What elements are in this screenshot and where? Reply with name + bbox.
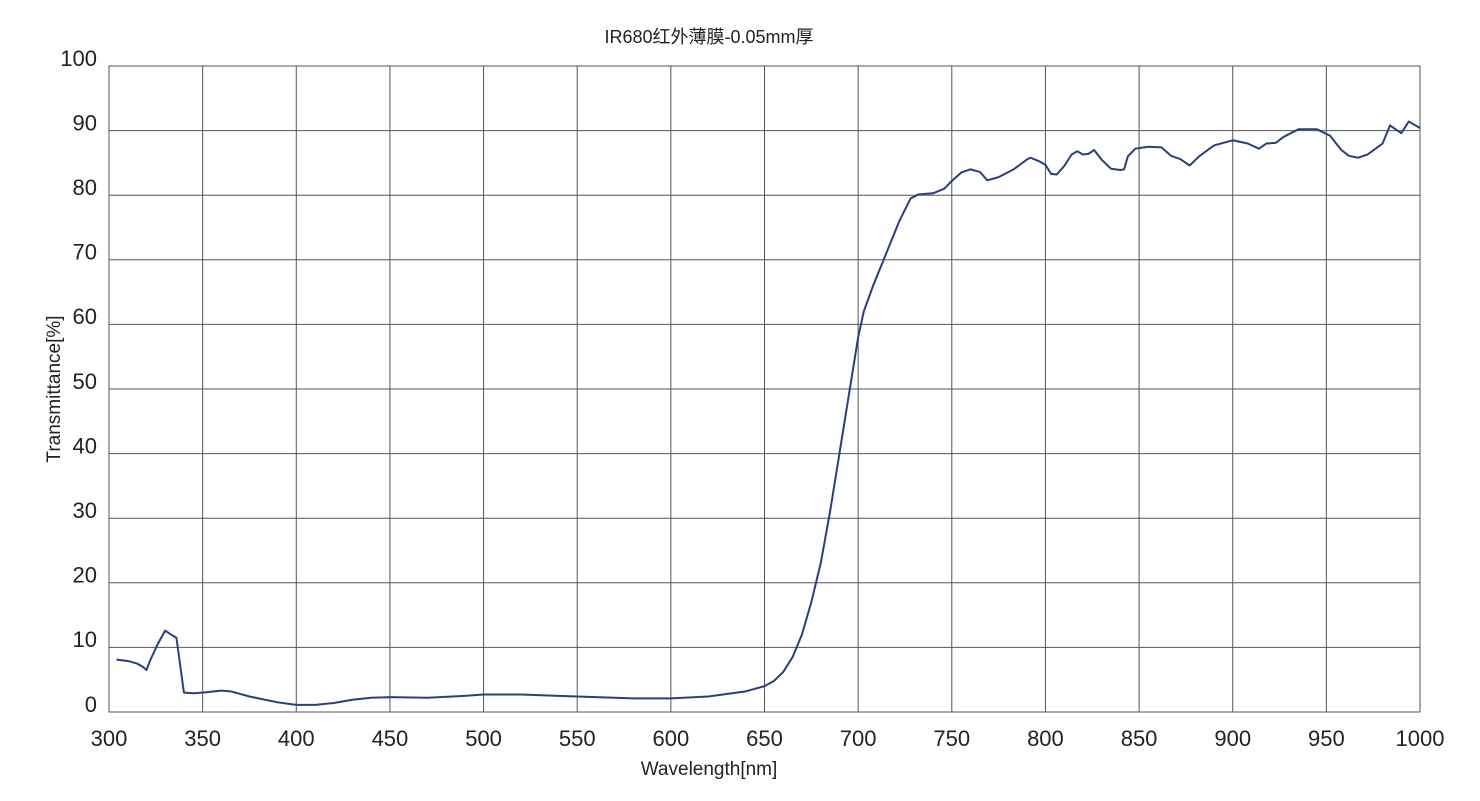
plot-frame xyxy=(108,65,1421,713)
x-tick-label: 1000 xyxy=(1396,726,1445,751)
y-tick-label: 50 xyxy=(73,369,97,394)
y-tick-label: 30 xyxy=(73,498,97,523)
x-tick-label: 300 xyxy=(91,726,128,751)
y-tick-label: 60 xyxy=(73,304,97,329)
x-tick-label: 600 xyxy=(652,726,689,751)
data-line xyxy=(116,120,1421,706)
x-tick-label: 950 xyxy=(1308,726,1345,751)
x-tick-label: 350 xyxy=(184,726,221,751)
y-tick-label: 100 xyxy=(60,46,97,71)
x-tick-label: 800 xyxy=(1027,726,1064,751)
y-tick-label: 20 xyxy=(73,563,97,588)
y-tick-label: 0 xyxy=(85,692,97,717)
x-axis-title: Wavelength[nm] xyxy=(641,759,778,780)
y-axis-title: Transmittance[%] xyxy=(44,315,65,462)
x-tick-label: 500 xyxy=(465,726,502,751)
y-tick-label: 10 xyxy=(73,627,97,652)
y-tick-label: 40 xyxy=(73,433,97,458)
x-tick-label: 750 xyxy=(933,726,970,751)
x-tick-label: 900 xyxy=(1214,726,1251,751)
x-tick-label: 400 xyxy=(278,726,315,751)
x-tick-label: 700 xyxy=(840,726,877,751)
chart-title: IR680红外薄膜-0.05mm厚 xyxy=(604,27,813,47)
y-tick-label: 90 xyxy=(73,110,97,135)
x-tick-label: 550 xyxy=(559,726,596,751)
y-tick-label: 80 xyxy=(73,175,97,200)
x-tick-label: 650 xyxy=(746,726,783,751)
x-tick-label: 450 xyxy=(372,726,409,751)
x-tick-label: 850 xyxy=(1121,726,1158,751)
y-tick-label: 70 xyxy=(73,240,97,265)
